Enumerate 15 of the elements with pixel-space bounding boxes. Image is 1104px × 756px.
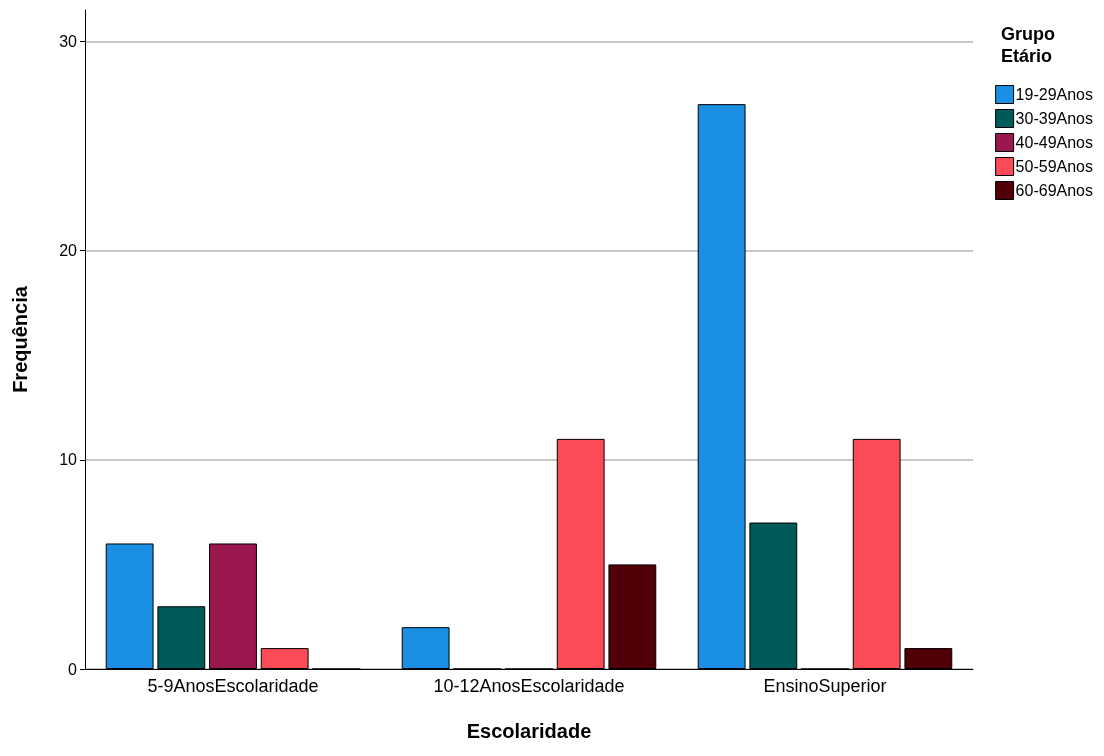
x-tick-label: EnsinoSuperior	[763, 676, 887, 696]
x-tick-label: 10-12AnosEscolaridade	[433, 676, 625, 696]
y-tick-label: 0	[68, 660, 78, 678]
legend-title: Grupo Etário	[1001, 24, 1060, 66]
legend-label: 50-59Anos	[1015, 158, 1093, 175]
y-tick-label: 20	[59, 242, 78, 260]
y-axis-title: Frequência	[9, 285, 31, 393]
legend-label: 19-29Anos	[1015, 86, 1093, 103]
legend-label: 30-39Anos	[1015, 110, 1093, 127]
y-tick-label: 30	[59, 32, 78, 50]
legend-label: 40-49Anos	[1015, 134, 1093, 151]
y-tick-label: 10	[59, 451, 78, 469]
x-tick-label: 5-9AnosEscolaridade	[147, 676, 319, 696]
legend-label: 60-69Anos	[1015, 182, 1093, 199]
x-axis-title: Escolaridade	[466, 720, 592, 742]
